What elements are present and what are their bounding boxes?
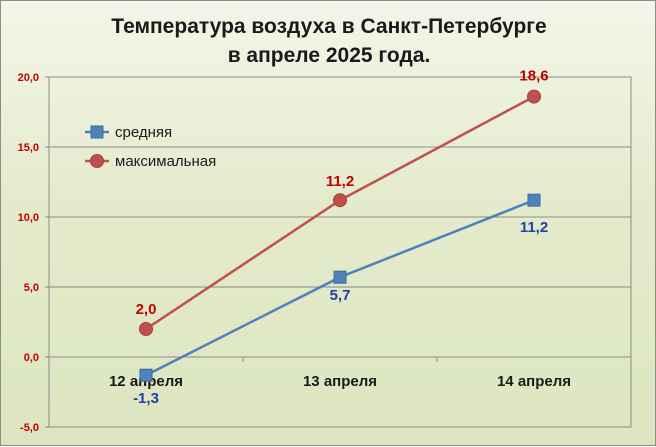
data-label: 11,2 xyxy=(520,219,548,236)
legend: средняя максимальная xyxy=(85,124,216,170)
x-tick-label: 14 апреля xyxy=(497,373,571,390)
chart-title: Температура воздуха в Санкт-Петербурге в… xyxy=(111,15,546,67)
data-point-circle xyxy=(527,89,541,104)
y-tick-label: -5,0 xyxy=(20,422,39,434)
data-point-square xyxy=(139,368,153,382)
y-tick-label: 15,0 xyxy=(18,142,39,154)
legend-marker-square xyxy=(90,125,104,139)
data-label: 18,6 xyxy=(519,68,548,85)
data-point-square xyxy=(333,270,347,284)
data-label: -1,3 xyxy=(133,390,159,407)
plot-border xyxy=(48,76,632,428)
x-tick-label: 13 апреля xyxy=(303,373,377,390)
chart-title-line-1: Температура воздуха в Санкт-Петербурге xyxy=(111,15,546,38)
data-label: 11,2 xyxy=(326,173,354,190)
legend-label: максимальная xyxy=(115,153,216,170)
data-point-circle xyxy=(333,193,347,208)
data-point-circle xyxy=(139,322,153,336)
data-point-square xyxy=(527,193,541,207)
y-tick-label: 0,0 xyxy=(24,352,39,364)
legend-label: средняя xyxy=(115,124,172,141)
y-tick-label: 10,0 xyxy=(18,212,39,224)
plot-area: -5,00,05,010,015,020,012 апреля 13 апреля… xyxy=(18,68,632,434)
data-label: 5,7 xyxy=(330,287,351,304)
y-tick-label: 5,0 xyxy=(24,282,39,294)
chart-title-line-2: в апреле 2025 года. xyxy=(228,44,431,67)
y-tick-label: 20,0 xyxy=(18,72,39,84)
data-label: 2,0 xyxy=(136,301,157,318)
legend-marker-circle xyxy=(90,154,104,168)
